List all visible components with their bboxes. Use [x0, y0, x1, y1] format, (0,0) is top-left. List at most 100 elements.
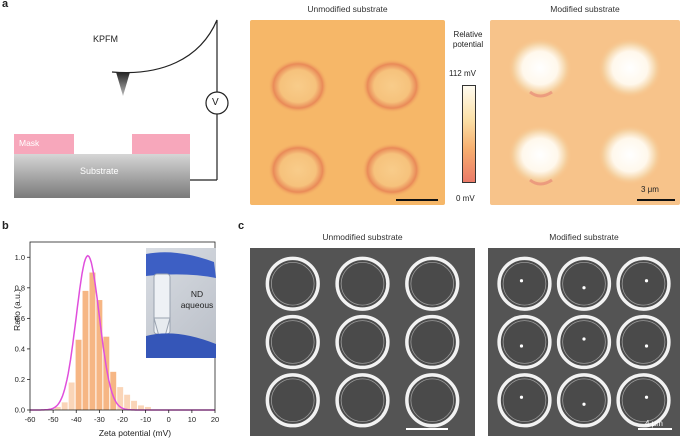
afm-right-title: Modified substrate [550, 4, 620, 14]
x-tick-label: -30 [94, 415, 105, 424]
sem-ring [335, 314, 390, 370]
sem-ring [556, 373, 612, 428]
sem-ring [616, 256, 671, 311]
sem-ring [335, 256, 390, 311]
sem-ring-inner [621, 261, 666, 306]
afm-tip [116, 72, 130, 96]
y-tick-label: 0.2 [15, 375, 25, 384]
sem-ring [265, 256, 320, 311]
nanodiamond-dot [582, 337, 586, 341]
pattern-spot [508, 125, 572, 185]
mask-label: Mask [19, 138, 40, 148]
sem-ring [497, 373, 552, 428]
afm-left-title: Unmodified substrate [307, 4, 388, 14]
sem-ring-inner [270, 261, 315, 306]
sem-left-scalebar [406, 428, 448, 430]
sem-ring-inner [410, 261, 455, 306]
cantilever-wire [111, 19, 218, 92]
pattern-spot [268, 59, 328, 113]
chart-bar [68, 382, 75, 410]
sem-ring-inner [502, 320, 547, 364]
pattern-spot [362, 143, 422, 197]
mask-right [132, 134, 190, 154]
colorbar [462, 85, 476, 183]
chart-bar [131, 400, 138, 410]
y-tick-label: 1.0 [15, 253, 25, 262]
x-tick-label: 0 [167, 415, 171, 424]
sem-ring [497, 256, 552, 311]
sem-ring [405, 373, 460, 428]
sem-ring [616, 373, 671, 428]
sem-unmodified-image [250, 248, 475, 436]
nanodiamond-dot [644, 395, 649, 399]
sem-ring-inner [270, 378, 315, 423]
sem-left-title: Unmodified substrate [322, 232, 403, 242]
substrate-label: Substrate [80, 166, 119, 176]
inset-text: ND aqueous [178, 289, 216, 311]
pattern-spot [362, 59, 422, 113]
sem-ring [556, 314, 612, 370]
sem-ring-inner [340, 261, 385, 306]
sem-ring-inner [410, 320, 455, 364]
x-tick-label: -20 [117, 415, 128, 424]
chart-xlabel: Zeta potential (mV) [98, 428, 172, 438]
glove-top-icon [146, 252, 216, 278]
colorbar-max-label: 112 mV [449, 69, 476, 78]
chart-bar [144, 406, 151, 410]
chart-bar [54, 406, 61, 410]
panel-letter-b: b [2, 220, 9, 232]
sem-ring-inner [562, 261, 606, 306]
sem-ring-inner [562, 320, 606, 364]
sem-ring-inner [410, 378, 455, 423]
nanodiamond-dot [582, 286, 586, 290]
x-tick-label: -60 [25, 415, 36, 424]
sem-ring [616, 314, 671, 370]
voltage-source-circle [205, 91, 229, 115]
y-tick-label: 0.6 [15, 314, 25, 323]
nanodiamond-dot [519, 279, 524, 283]
sem-ring-inner [340, 378, 385, 423]
sem-ring [405, 256, 460, 311]
afm-left-scalebar [396, 199, 438, 201]
kpfm-schematic [14, 19, 229, 198]
sem-ring-inner [270, 320, 315, 364]
chart-bar [110, 371, 117, 410]
chart-bar [96, 300, 103, 410]
chart-bar [103, 336, 110, 410]
x-tick-label: -40 [71, 415, 82, 424]
sem-ring-inner [502, 261, 547, 306]
sem-right-scalebar [638, 428, 672, 430]
panel-letter-a: a [2, 0, 9, 10]
sem-ring-inner [502, 378, 547, 423]
colorbar-title: Relative potential [446, 30, 490, 50]
chart-bar [89, 272, 96, 410]
sem-ring [265, 314, 320, 370]
kpfm-label: KPFM [93, 34, 119, 44]
sem-ring [405, 314, 460, 370]
pattern-spot [508, 38, 572, 98]
pattern-spot [268, 143, 328, 197]
x-tick-label: -50 [48, 415, 59, 424]
sem-scale-label: 4 μm [645, 419, 663, 428]
sem-ring [556, 256, 612, 311]
inset-text-line1: ND [190, 289, 204, 299]
sem-right-title: Modified substrate [549, 232, 619, 242]
y-tick-label: 0.8 [15, 283, 25, 292]
chart-bar [138, 405, 144, 410]
colorbar-min-label: 0 mV [456, 194, 475, 203]
sem-ring [335, 373, 390, 428]
inset-text-line2: aqueous [180, 300, 214, 310]
sem-ring-inner [621, 320, 666, 364]
mask-left [14, 134, 74, 154]
x-tick-label: 10 [188, 415, 196, 424]
glove-bottom-icon [146, 333, 216, 358]
sem-ring [265, 373, 320, 428]
panel-letter-c: c [238, 220, 245, 232]
sem-ring-inner [562, 378, 606, 423]
chart-bar [117, 387, 124, 410]
sem-ring-inner [621, 378, 666, 423]
chart-bar [61, 402, 68, 410]
pattern-spot [598, 125, 662, 185]
colorbar-title-line2: potential [452, 40, 484, 49]
afm-modified-image [490, 20, 680, 205]
